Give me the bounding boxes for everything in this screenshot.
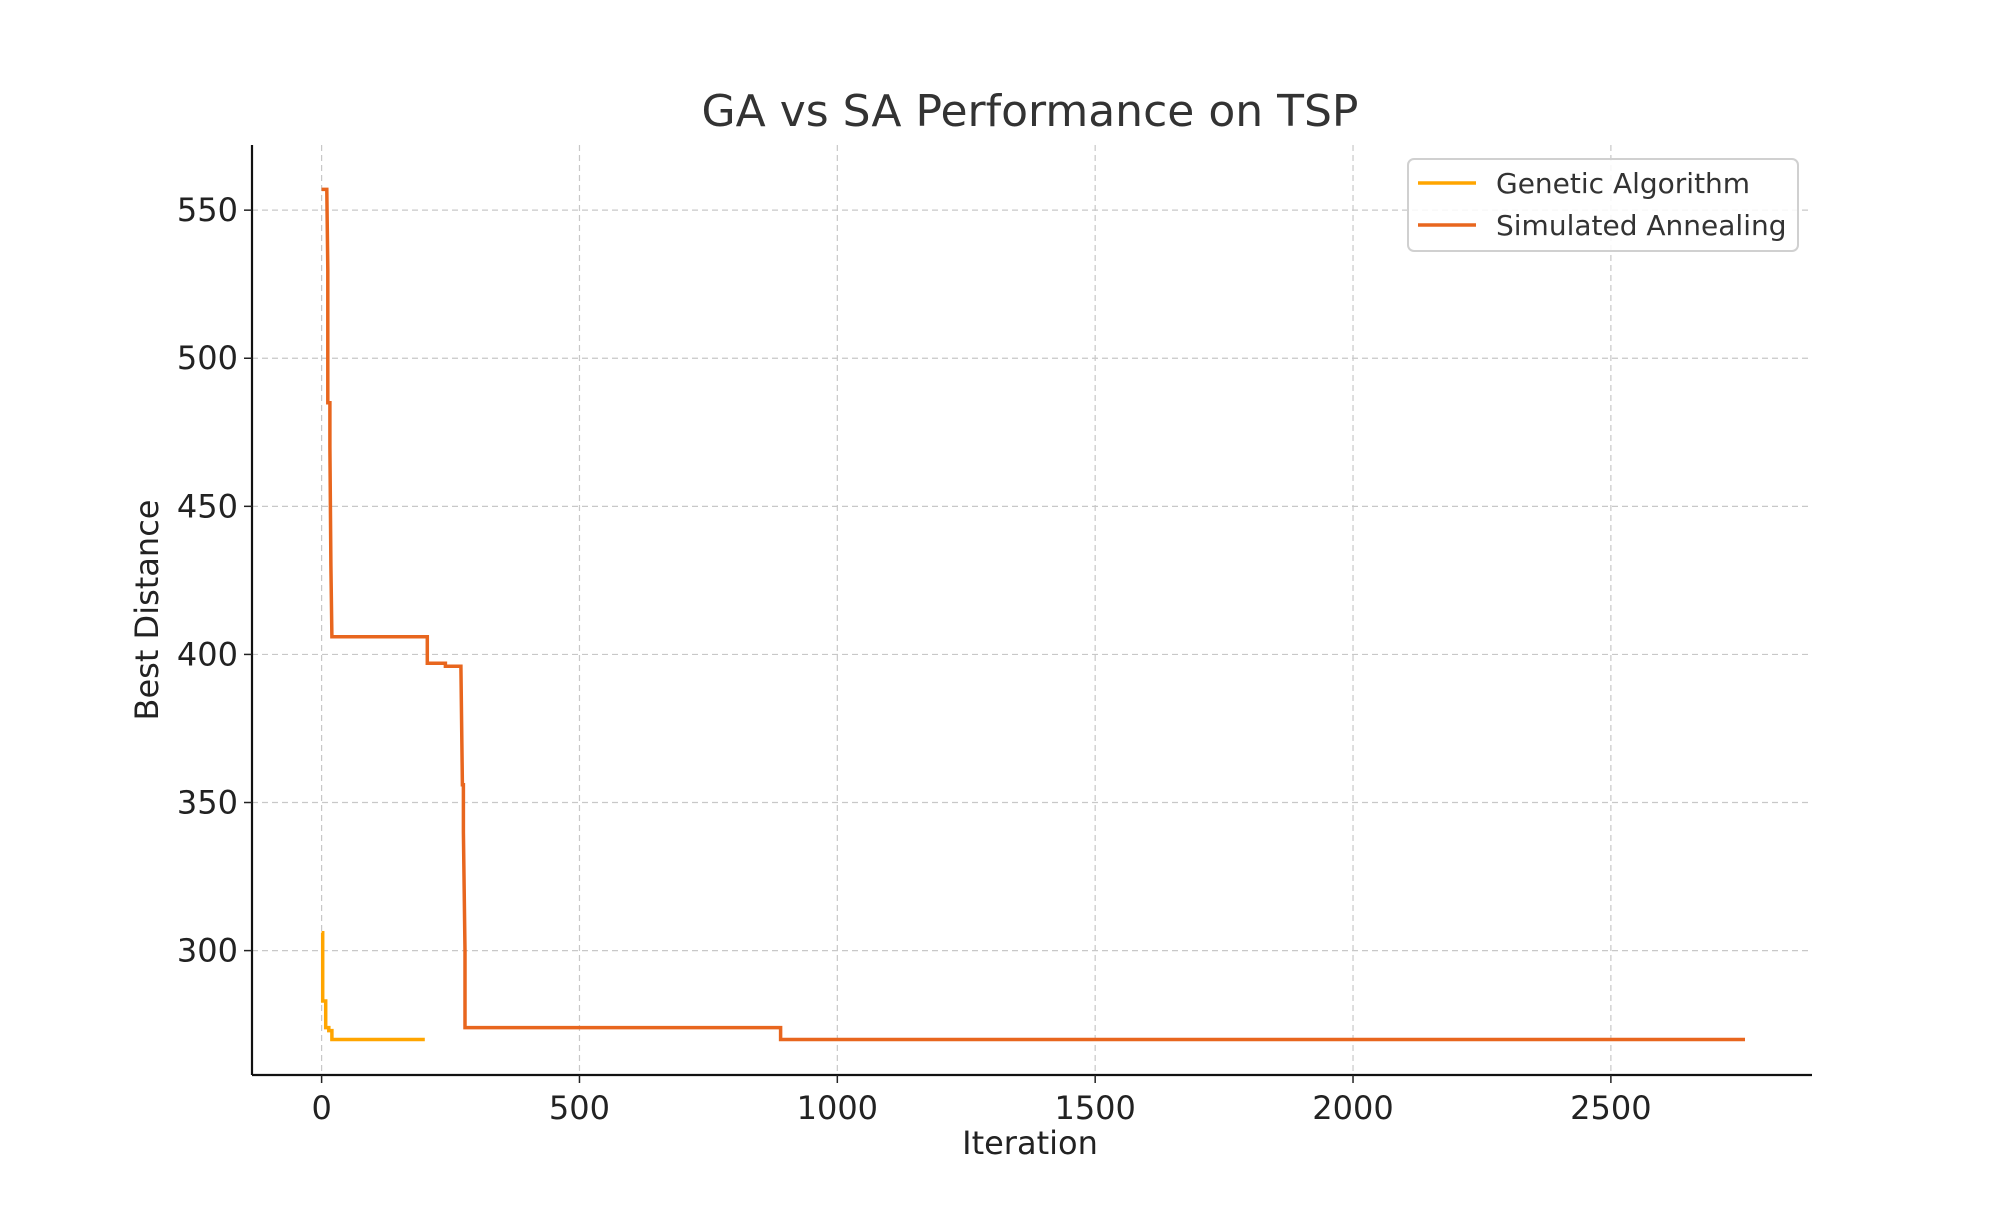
legend-box bbox=[1407, 158, 1799, 252]
x-tick-label: 2000 bbox=[1312, 1089, 1393, 1127]
x-tick-label: 2500 bbox=[1570, 1089, 1651, 1127]
legend-label: Genetic Algorithm bbox=[1496, 167, 1750, 200]
x-tick-label: 1500 bbox=[1054, 1089, 1135, 1127]
y-tick-label: 300 bbox=[177, 932, 238, 970]
legend: Genetic Algorithm Simulated Annealing bbox=[1407, 158, 1799, 252]
y-tick-label: 550 bbox=[177, 191, 238, 229]
axes bbox=[250, 145, 1812, 1077]
series-line-simulated-annealing bbox=[321, 187, 1745, 1042]
chart-title: GA vs SA Performance on TSP bbox=[702, 86, 1359, 137]
y-tick-label: 450 bbox=[177, 487, 238, 525]
x-tick-label: 0 bbox=[311, 1089, 331, 1127]
y-axis-label: Best Distance bbox=[128, 500, 166, 721]
y-tick-label: 500 bbox=[177, 339, 238, 377]
legend-label: Simulated Annealing bbox=[1496, 209, 1787, 242]
y-axis-ticks: 300 350 400 450 500 550 bbox=[177, 191, 252, 970]
x-axis-label: Iteration bbox=[962, 1124, 1098, 1162]
series-lines bbox=[320, 187, 1745, 1042]
grid-lines bbox=[252, 145, 1812, 1075]
y-tick-label: 350 bbox=[177, 784, 238, 822]
x-tick-label: 500 bbox=[549, 1089, 610, 1127]
x-tick-label: 1000 bbox=[797, 1089, 878, 1127]
series-line-genetic-algorithm bbox=[320, 931, 425, 1042]
x-axis-ticks: 0 500 1000 1500 2000 2500 bbox=[311, 1075, 1652, 1127]
y-tick-label: 400 bbox=[177, 635, 238, 673]
